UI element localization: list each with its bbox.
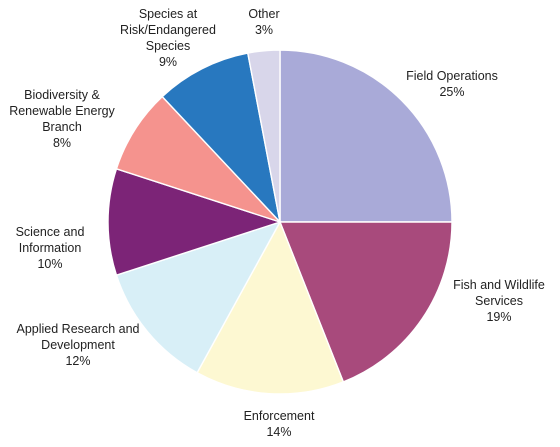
slice-label-line: Applied Research and (17, 322, 140, 336)
slice-label-line: Information (19, 241, 82, 255)
slice-label-line: Development (41, 338, 115, 352)
slice-label-line: 10% (37, 257, 62, 271)
slice-label-line: Risk/Endangered (120, 23, 216, 37)
slice-label-line: 9% (159, 55, 177, 69)
pie-slice-science-and-information (107, 167, 283, 277)
slice-label-line: 19% (486, 310, 511, 324)
slice-label-fish-and-wildlife-services: Fish and Wildlife Services 19% (453, 278, 545, 324)
pie-labels: Field Operations 25% Fish and Wildlife Serv… (9, 7, 545, 439)
slice-label-line: Services (475, 294, 523, 308)
slice-label-line: Biodiversity & (24, 88, 100, 102)
slice-label-line: Other (248, 7, 279, 21)
slice-label-line: 25% (439, 85, 464, 99)
pie-slice-field-operations (279, 49, 453, 223)
pie-slice-species-at-risk-endangered-species (161, 52, 282, 225)
slice-label-line: Science and (16, 225, 85, 239)
slice-label-field-operations: Field Operations 25% (406, 69, 498, 99)
slice-label-line: 8% (53, 136, 71, 150)
slice-label-line: 14% (266, 425, 291, 439)
slice-label-enforcement: Enforcement 14% (244, 409, 315, 439)
slice-label-applied-research-and-development: Applied Research and Development 12% (17, 322, 140, 368)
slice-label-biodiversity-and-renewable-energy-branch: Biodiversity & Renewable Energy Branch 8% (9, 88, 115, 150)
slice-label-line: Branch (42, 120, 82, 134)
pie-slices (107, 49, 453, 395)
slice-label-science-and-information: Science and Information 10% (16, 225, 85, 271)
slice-label-line: Enforcement (244, 409, 315, 423)
pie-slice-other (246, 49, 281, 223)
slice-label-line: Species (146, 39, 190, 53)
pie-slice-enforcement (196, 220, 345, 395)
slice-label-line: 12% (65, 354, 90, 368)
slice-label-line: Species at (139, 7, 198, 21)
slice-label-species-at-risk-endangered-species: Species at Risk/Endangered Species 9% (120, 7, 216, 69)
slice-label-line: Fish and Wildlife (453, 278, 545, 292)
pie-slice-applied-research-and-development (115, 220, 282, 374)
slice-label-other: Other 3% (248, 7, 279, 37)
slice-label-line: 3% (255, 23, 273, 37)
pie-slice-fish-and-wildlife-services (278, 221, 453, 383)
slice-label-line: Renewable Energy (9, 104, 115, 118)
slice-label-line: Field Operations (406, 69, 498, 83)
